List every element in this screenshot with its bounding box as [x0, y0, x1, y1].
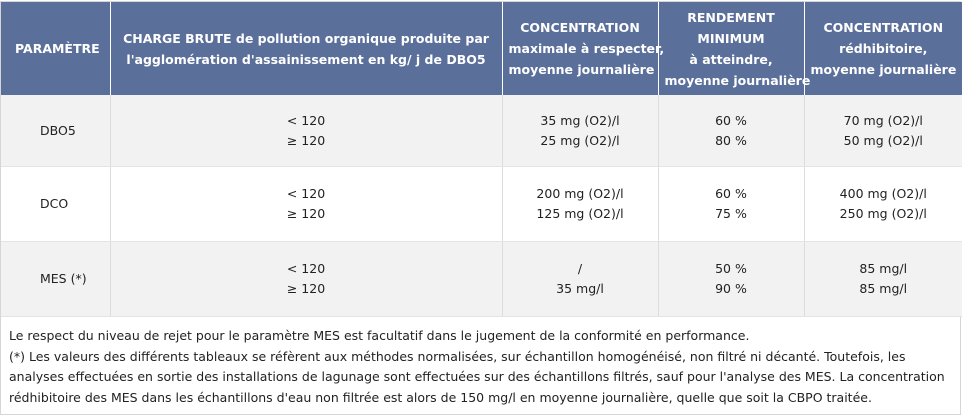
param-cell: MES (*) [1, 241, 111, 317]
header-concentration-redhibitoire: CONCENTRATION rédhibitoire, moyenne jour… [804, 2, 962, 95]
rendement-value: 90 % [715, 281, 747, 296]
header-conc-line-2: maximale à respecter, [508, 41, 665, 56]
param-cell: DCO [1, 166, 111, 242]
charge-value: ≥ 120 [286, 281, 326, 296]
header-redh-line-3: moyenne journalière [810, 62, 957, 77]
table-body: DBO5 < 120 ≥ 120 35 mg (O2)/l 25 mg (O2)… [1, 95, 962, 317]
redhibitoire-cell: 85 mg/l 85 mg/l [804, 241, 962, 317]
header-rend-line-2: MINIMUM [697, 30, 765, 46]
charge-cell: < 120 ≥ 120 [110, 241, 503, 317]
concentration-value: / [577, 261, 583, 276]
redhibitoire-value: 400 mg (O2)/l [839, 186, 927, 201]
header-conc-line-3: moyenne journalière [508, 62, 655, 77]
header-redh-line-2: rédhibitoire, [839, 41, 928, 56]
redhibitoire-value: 250 mg (O2)/l [839, 206, 927, 221]
charge-cell: < 120 ≥ 120 [110, 95, 503, 167]
redhibitoire-value: 85 mg/l [859, 261, 908, 276]
concentration-cell: 35 mg (O2)/l 25 mg (O2)/l [502, 95, 659, 167]
header-rend-line-3: à atteindre, [689, 51, 773, 67]
concentration-value: 25 mg (O2)/l [540, 132, 620, 148]
concentration-cell: / 35 mg/l [502, 241, 659, 317]
header-parametre-text: PARAMÈTRE [15, 41, 100, 56]
charge-value: ≥ 120 [286, 132, 326, 148]
rendement-cell: 60 % 80 % [658, 95, 805, 167]
rendement-value: 75 % [715, 206, 747, 221]
concentration-value: 125 mg (O2)/l [536, 206, 624, 221]
rendement-cell: 50 % 90 % [658, 241, 805, 317]
charge-cell: < 120 ≥ 120 [110, 166, 503, 242]
param-cell: DBO5 [1, 95, 111, 167]
table-row-mes: MES (*) < 120 ≥ 120 / 35 mg/l 50 % 90 % … [1, 241, 962, 317]
redhibitoire-value: 85 mg/l [859, 281, 908, 296]
header-rend-line-4: moyenne journalière [664, 72, 811, 88]
rendement-cell: 60 % 75 % [658, 166, 805, 242]
table-row-dco: DCO < 120 ≥ 120 200 mg (O2)/l 125 mg (O2… [1, 166, 962, 242]
concentration-value: 200 mg (O2)/l [536, 186, 624, 201]
footnote-mes-optional: Le respect du niveau de rejet pour le pa… [9, 328, 750, 343]
rendement-value: 50 % [715, 261, 747, 276]
header-row: PARAMÈTRE CHARGE BRUTE de pollution orga… [1, 2, 962, 95]
charge-value: ≥ 120 [286, 206, 326, 221]
charge-value: < 120 [286, 261, 326, 276]
table-header: PARAMÈTRE CHARGE BRUTE de pollution orga… [1, 2, 962, 95]
redhibitoire-value: 50 mg (O2)/l [843, 132, 923, 148]
header-rend-line-1: RENDEMENT [687, 9, 775, 25]
rendement-value: 60 % [715, 112, 747, 128]
redhibitoire-value: 70 mg (O2)/l [843, 112, 923, 128]
concentration-value: 35 mg (O2)/l [540, 112, 620, 128]
rendement-value: 60 % [715, 186, 747, 201]
header-charge-line-2: l'agglomération d'assainissement en kg/ … [126, 51, 486, 67]
header-charge-line-1: CHARGE BRUTE de pollution organique prod… [123, 30, 489, 46]
table-footnote: Le respect du niveau de rejet pour le pa… [1, 317, 960, 408]
charge-value: < 120 [286, 112, 326, 128]
header-parametre: PARAMÈTRE [1, 2, 111, 95]
header-conc-line-1: CONCENTRATION [520, 20, 640, 35]
footnote-methods: (*) Les valeurs des différents tableaux … [9, 348, 945, 405]
header-rendement-minimum: RENDEMENT MINIMUM à atteindre, moyenne j… [658, 2, 811, 95]
header-concentration-max: CONCENTRATION maximale à respecter, moye… [502, 2, 665, 95]
rendement-value: 80 % [715, 132, 747, 148]
redhibitoire-cell: 70 mg (O2)/l 50 mg (O2)/l [804, 95, 962, 167]
charge-value: < 120 [286, 186, 326, 201]
table-row-dbo5: DBO5 < 120 ≥ 120 35 mg (O2)/l 25 mg (O2)… [1, 95, 962, 167]
redhibitoire-cell: 400 mg (O2)/l 250 mg (O2)/l [804, 166, 962, 242]
concentration-value: 35 mg/l [556, 281, 604, 296]
header-redh-line-1: CONCENTRATION [823, 20, 944, 35]
concentration-cell: 200 mg (O2)/l 125 mg (O2)/l [502, 166, 659, 242]
header-charge-brute: CHARGE BRUTE de pollution organique prod… [110, 2, 503, 95]
discharge-standards-table: PARAMÈTRE CHARGE BRUTE de pollution orga… [1, 2, 962, 317]
